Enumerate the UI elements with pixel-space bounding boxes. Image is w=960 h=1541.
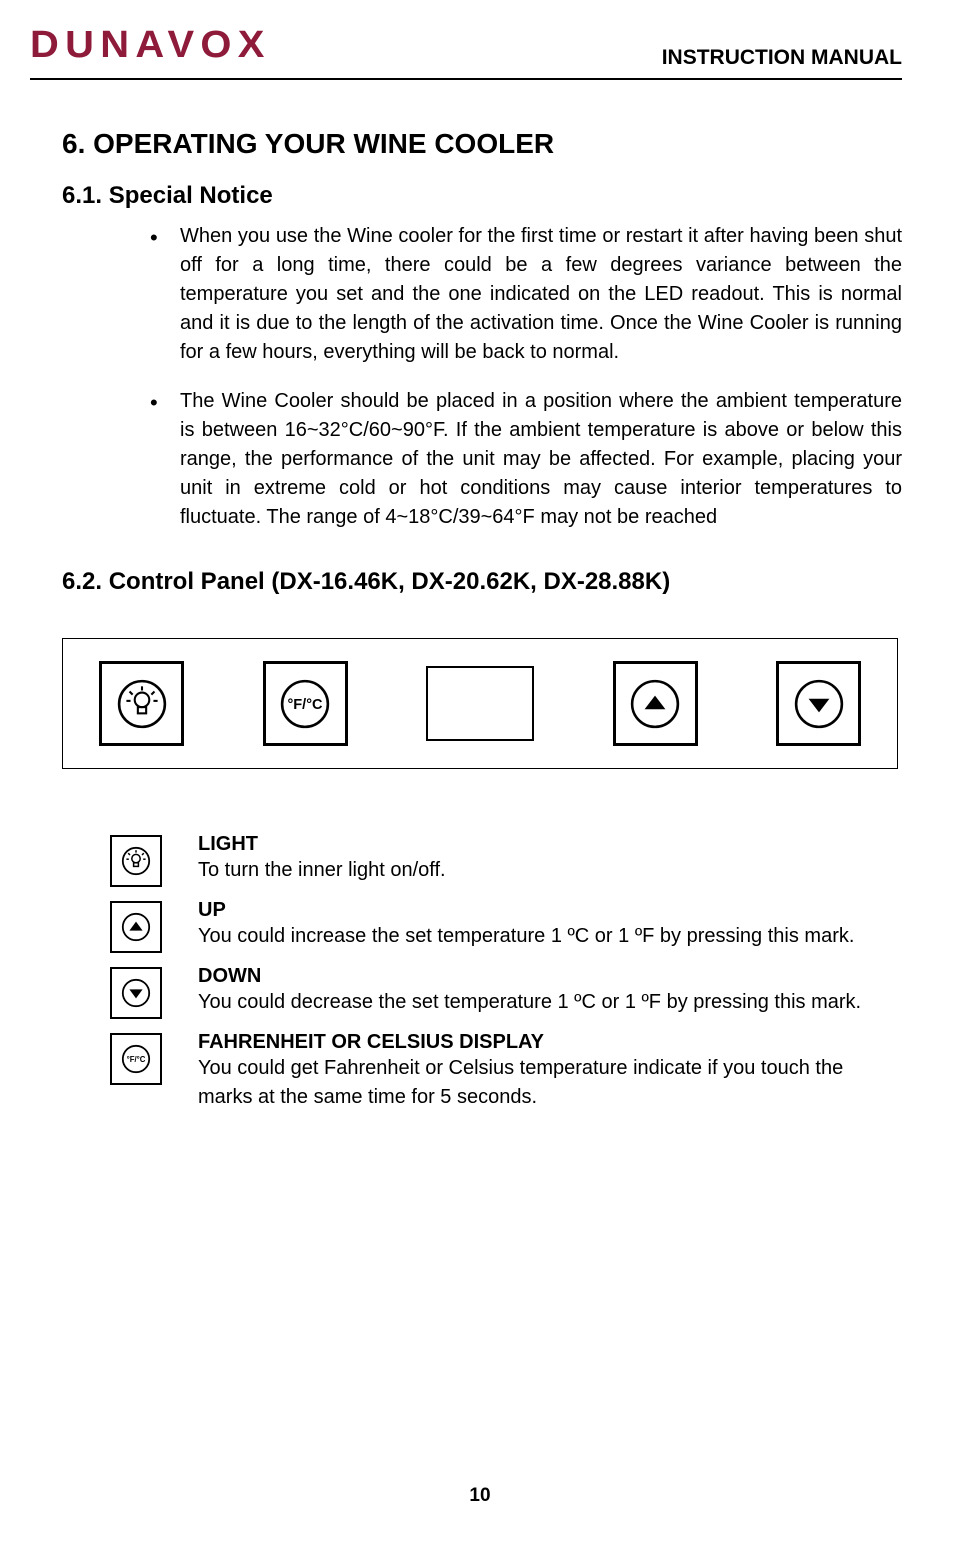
control-desc: You could decrease the set temperature 1…	[198, 988, 902, 1017]
list-item: When you use the Wine cooler for the fir…	[180, 222, 902, 367]
controls-description: °F/°C LIGHT To turn the inner light on/o…	[62, 833, 902, 1126]
control-desc: To turn the inner light on/off.	[198, 856, 902, 885]
light-icon	[121, 846, 151, 876]
page-content: 6. OPERATING YOUR WINE COOLER 6.1. Speci…	[0, 80, 960, 1126]
control-fc: FAHRENHEIT OR CELSIUS DISPLAY You could …	[198, 1031, 902, 1112]
panel-up-button	[613, 661, 698, 746]
down-arrow-icon	[793, 678, 845, 730]
list-item: The Wine Cooler should be placed in a po…	[180, 387, 902, 532]
control-title: FAHRENHEIT OR CELSIUS DISPLAY	[198, 1031, 902, 1054]
control-title: UP	[198, 899, 902, 922]
light-icon	[116, 678, 168, 730]
control-down: DOWN You could decrease the set temperat…	[198, 965, 902, 1017]
up-arrow-icon	[629, 678, 681, 730]
fc-icon-small: °F/°C	[110, 1033, 162, 1085]
brand-logo: DUNAVOX	[30, 24, 271, 67]
subsection-6-1-heading: 6.1. Special Notice	[62, 182, 902, 210]
control-title: DOWN	[198, 965, 902, 988]
controls-text-column: LIGHT To turn the inner light on/off. UP…	[198, 833, 902, 1126]
svg-text:°F/°C: °F/°C	[127, 1055, 146, 1064]
fc-icon: °F/°C	[121, 1044, 151, 1074]
controls-icon-column: °F/°C	[110, 833, 162, 1126]
manual-title: INSTRUCTION MANUAL	[662, 24, 902, 70]
section-heading: 6. OPERATING YOUR WINE COOLER	[62, 128, 902, 160]
panel-fc-button: °F/°C	[263, 661, 348, 746]
control-desc: You could get Fahrenheit or Celsius temp…	[198, 1054, 902, 1112]
down-arrow-icon	[121, 978, 151, 1008]
subsection-6-2-heading: 6.2. Control Panel (DX-16.46K, DX-20.62K…	[62, 568, 902, 596]
page-number: 10	[0, 1485, 960, 1507]
panel-display	[426, 666, 534, 741]
control-light: LIGHT To turn the inner light on/off.	[198, 833, 902, 885]
special-notice-list: When you use the Wine cooler for the fir…	[62, 222, 902, 532]
svg-text:°F/°C: °F/°C	[287, 697, 323, 713]
down-icon-small	[110, 967, 162, 1019]
panel-light-button	[99, 661, 184, 746]
up-arrow-icon	[121, 912, 151, 942]
control-title: LIGHT	[198, 833, 902, 856]
light-icon-small	[110, 835, 162, 887]
control-panel-diagram: °F/°C	[62, 638, 898, 769]
control-up: UP You could increase the set temperatur…	[198, 899, 902, 951]
up-icon-small	[110, 901, 162, 953]
fc-icon: °F/°C	[279, 678, 331, 730]
panel-down-button	[776, 661, 861, 746]
control-desc: You could increase the set temperature 1…	[198, 922, 902, 951]
page-header: DUNAVOX INSTRUCTION MANUAL	[0, 0, 960, 78]
